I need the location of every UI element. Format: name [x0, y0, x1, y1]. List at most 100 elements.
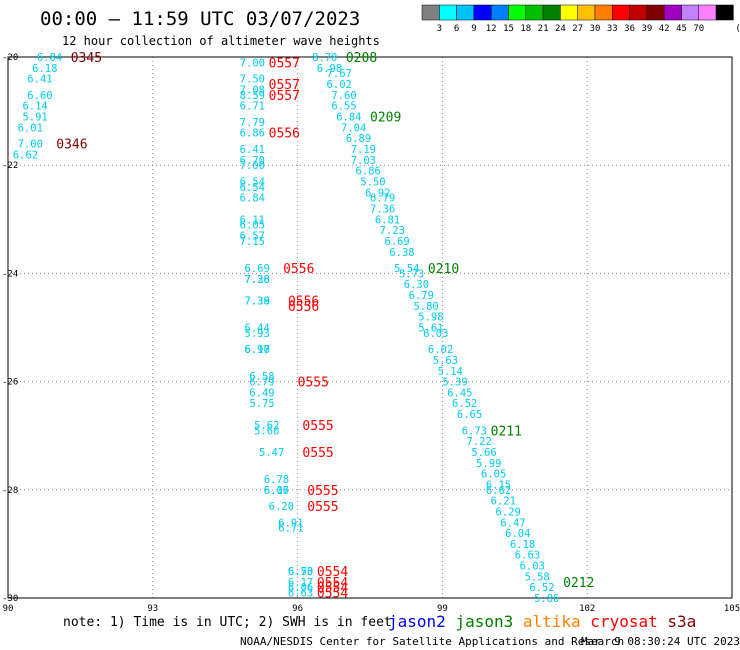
color-scale-label: 70 [693, 24, 704, 34]
wave-height-value: 5.91 [22, 112, 47, 124]
x-tick-label: 99 [437, 604, 448, 614]
wave-height-value: 6.91 [278, 517, 303, 529]
color-scale-label: 15 [503, 24, 514, 34]
wave-height-value: 6.11 [240, 214, 265, 226]
wave-height-value: 6.60 [27, 90, 52, 102]
wave-height-value: 5.93 [245, 328, 270, 340]
wave-height-value: 6.30 [404, 279, 429, 291]
wave-height-value: 6.79 [409, 290, 434, 302]
wave-height-value: 6.04 [505, 528, 530, 540]
wave-height-value: 6.70 [240, 155, 265, 167]
color-swatch [612, 4, 630, 21]
pass-time-label: 0346 [56, 138, 87, 153]
color-scale-unit: (ft) [735, 24, 740, 34]
y-tick-label: -20 [2, 53, 18, 63]
wave-height-value: 6.18 [510, 539, 535, 551]
color-swatch [508, 4, 527, 21]
wave-height-value: 6.62 [486, 485, 511, 497]
timestamp-text: Mar 9 08:30:24 UTC 2023 [581, 635, 740, 648]
color-swatch [715, 4, 734, 21]
wave-height-value: 7.22 [467, 436, 492, 448]
color-swatch [421, 4, 440, 21]
wave-height-value: 5.14 [438, 366, 463, 378]
color-scale-label: 21 [538, 24, 549, 34]
color-swatch [698, 4, 717, 21]
wave-height-value: 5.39 [442, 377, 467, 389]
wave-height-value: 6.01 [18, 122, 43, 134]
wave-height-value: 6.69 [384, 236, 409, 248]
color-scale-label: 18 [520, 24, 531, 34]
satellite-legend: jason2 jason3 altika cryosat s3a [388, 612, 696, 631]
color-scale-label: 33 [607, 24, 618, 34]
pass-time-label: 0557 [269, 89, 300, 104]
wave-height-value: 6.07 [264, 485, 289, 497]
color-scale-label: 39 [641, 24, 652, 34]
chart-title: 00:00 — 11:59 UTC 03/07/2023 [40, 8, 360, 30]
wave-height-value: 6.15 [486, 479, 511, 491]
pass-time-label: 0555 [302, 419, 333, 434]
color-scale-label: 6 [454, 24, 459, 34]
wave-height-value: 6.41 [240, 144, 265, 156]
wave-height-value: 5.61 [418, 323, 443, 335]
wave-height-value: 5.75 [249, 398, 274, 410]
wave-height-value: 6.03 [520, 561, 545, 573]
color-swatch [542, 4, 561, 21]
color-scale-label: 24 [555, 24, 566, 34]
wave-height-value: 7.28 [245, 274, 270, 286]
pass-time-label: 0210 [428, 262, 459, 277]
y-tick-label: -30 [2, 594, 18, 604]
wave-height-value: 5.66 [254, 425, 279, 437]
wave-height-value: 5.58 [524, 571, 549, 583]
y-tick-label: -24 [2, 269, 18, 279]
wave-height-value: 6.21 [491, 496, 516, 508]
color-scale-label: 42 [659, 24, 670, 34]
wave-height-value: 7.19 [351, 144, 376, 156]
x-tick-label: 96 [292, 604, 303, 614]
pass-time-label: 0554 [317, 581, 348, 596]
wave-height-value: 6.05 [481, 469, 506, 481]
x-tick-label: 102 [579, 604, 595, 614]
wave-height-value: 6.92 [365, 187, 390, 199]
wave-height-value: 6.52 [452, 398, 477, 410]
pass-time-label: 0556 [288, 300, 319, 315]
wave-height-value: 6.69 [245, 263, 270, 275]
y-tick-label: -26 [2, 378, 18, 388]
wave-height-value: 6.65 [457, 409, 482, 421]
wave-height-value: 5.62 [254, 420, 279, 432]
wave-height-value: 7.50 [240, 74, 265, 86]
wave-height-value: 6.20 [269, 501, 294, 513]
wave-height-value: 6.84 [37, 52, 62, 64]
wave-height-value: 6.52 [529, 582, 554, 594]
wave-height-value: 5.86 [534, 593, 559, 605]
wave-height-value: 6.57 [240, 231, 265, 243]
wave-height-value: 6.05 [240, 220, 265, 232]
y-tick-label: -22 [2, 161, 18, 171]
color-swatch [594, 4, 613, 21]
wave-height-value: 6.02 [327, 79, 352, 91]
wave-height-value: 5.73 [399, 268, 424, 280]
pass-time-label: 0557 [269, 56, 300, 71]
wave-height-value: 7.39 [245, 295, 270, 307]
satellite-name-s3a: s3a [658, 612, 697, 631]
wave-height-value: 6.10 [245, 344, 270, 356]
color-swatch [473, 4, 492, 21]
wave-height-value: 6.38 [389, 247, 414, 259]
wave-height-value: 6.78 [264, 474, 289, 486]
pass-time-label: 0554 [317, 565, 348, 580]
wave-height-value: 6.17 [288, 577, 313, 589]
wave-height-value: 7.38 [245, 295, 270, 307]
wave-height-value: 5.80 [413, 301, 438, 313]
wave-height-values: 6.846.186.416.606.145.916.017.006.627.00… [13, 52, 560, 605]
wave-height-value: 6.47 [500, 517, 525, 529]
wave-height-value: 8.59 [240, 90, 265, 102]
x-tick-label: 90 [3, 604, 14, 614]
wave-height-value: 6.41 [27, 74, 52, 86]
color-swatch [490, 4, 509, 21]
x-tick-label: 105 [724, 604, 740, 614]
pass-time-label: 0555 [307, 484, 338, 499]
wave-height-value: 6.63 [288, 588, 313, 600]
plot-grid [8, 57, 732, 598]
wave-height-value: 7.23 [380, 225, 405, 237]
pass-time-label: 0555 [302, 446, 333, 461]
